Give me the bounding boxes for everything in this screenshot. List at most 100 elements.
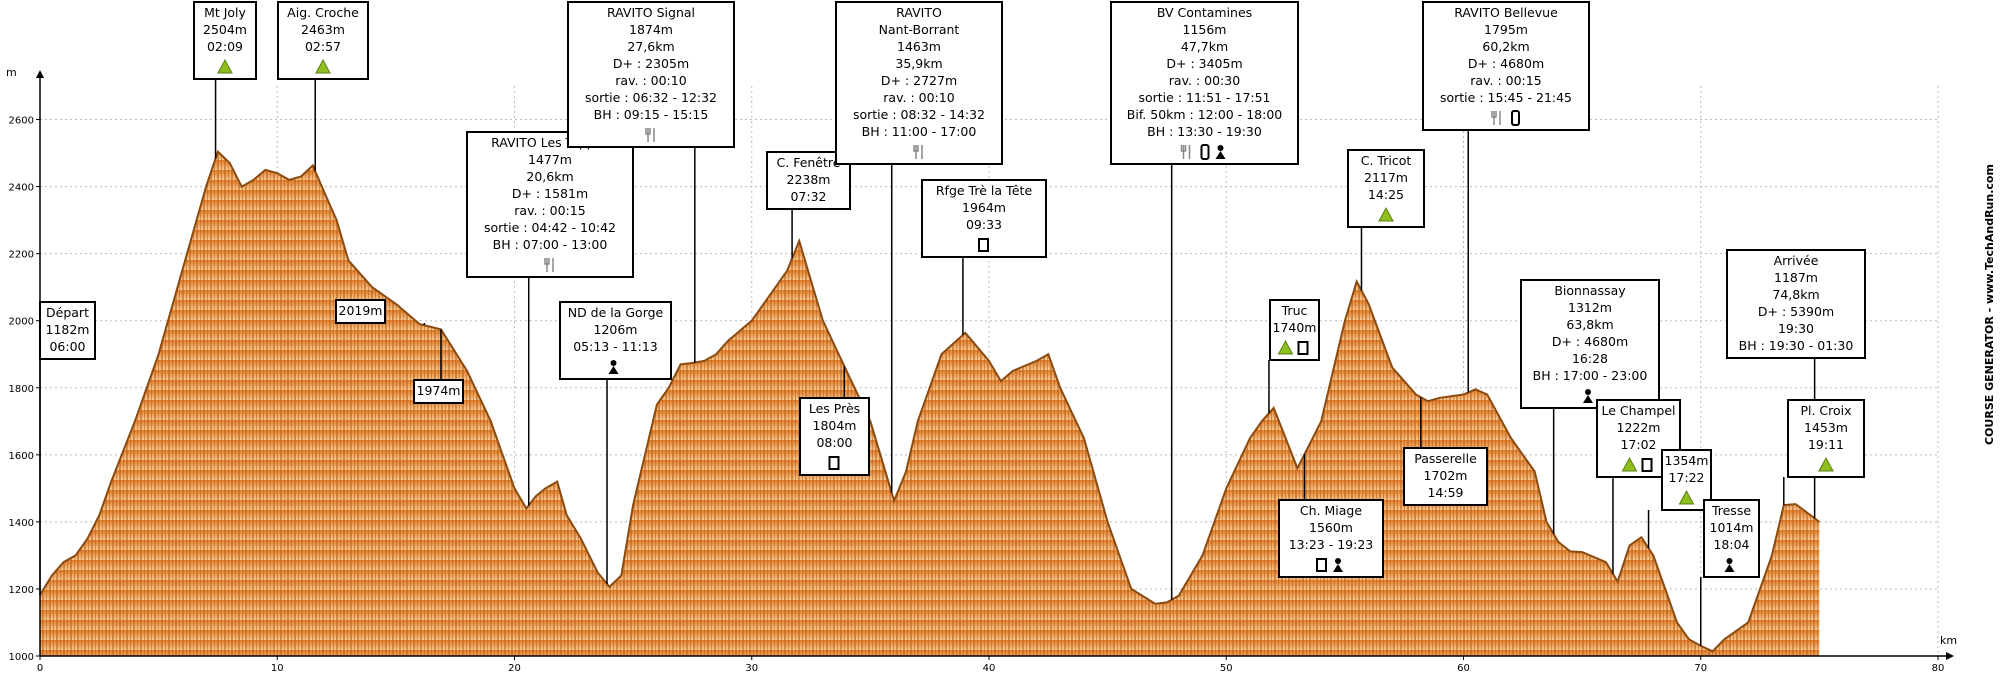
- waypoint-label-line: D+ : 5390m: [1758, 304, 1834, 319]
- waypoint-label-line: 1874m: [629, 22, 673, 37]
- waypoint-label-box: [567, 1, 735, 148]
- waypoint-label-box: [559, 301, 672, 380]
- y-tick-label: 1800: [9, 384, 34, 395]
- x-tick-label: 10: [271, 663, 284, 674]
- waypoint-label-line: D+ : 3405m: [1166, 56, 1242, 71]
- waypoint-label-line: 16:28: [1572, 351, 1608, 366]
- waypoint-label-line: Tresse: [1711, 503, 1751, 518]
- waypoint-label-line: 13:23 - 19:23: [1289, 537, 1374, 552]
- course-generator-credit: COURSE GENERATOR - www.TechAndRun.com: [1983, 164, 1996, 445]
- assistance-icon: [1215, 151, 1226, 159]
- waypoint-label: Passerelle 1702m 14:59: [1403, 447, 1488, 506]
- summit-icon: [1818, 456, 1834, 472]
- waypoint-label-line: sortie : 06:32 - 12:32: [585, 90, 717, 105]
- elevation-line: [39, 149, 1821, 653]
- waypoint-label: Ch. Miage 1560m 13:23 - 19:23: [1278, 499, 1384, 578]
- waypoint-label-line: BH : 19:30 - 01:30: [1739, 338, 1854, 353]
- waypoint-label: C. Fenêtre 2238m 07:32: [766, 151, 851, 210]
- waypoint-label-line: 09:33: [966, 217, 1002, 232]
- waypoint-label: Bionnassay 1312m 63,8km D+ : 4680m 16:28 BH :…: [1520, 279, 1660, 409]
- waypoint-label: C. Tricot 2117m 14:25: [1347, 149, 1425, 228]
- waypoint-label-box: [1661, 449, 1712, 511]
- y-tick-label: 2600: [9, 116, 34, 127]
- waypoint-label: Mt Joly 2504m 02:09: [193, 1, 257, 80]
- axes: m km 1000 1200 1400 1600 1800 2000 2200 2400 2600 0…: [6, 66, 1957, 674]
- waypoint-label-line: Départ: [46, 305, 89, 320]
- waypoint-label-line: 19:11: [1808, 437, 1844, 452]
- waypoint-label-line: D+ : 2727m: [881, 73, 957, 88]
- waypoint-label-line: 18:04: [1713, 537, 1749, 552]
- waypoint-label-line: 1804m: [813, 418, 857, 433]
- waypoint-label-line: 1463m: [897, 39, 941, 54]
- waypoint-label-line: D+ : 1581m: [512, 186, 588, 201]
- waypoint-label-line: 05:13 - 11:13: [573, 339, 658, 354]
- waypoint-label-line: 1964m: [962, 200, 1006, 215]
- y-tick-label: 2000: [9, 317, 34, 328]
- waypoint-label-line: Le Champel: [1602, 403, 1676, 418]
- waypoint-label-box: [335, 299, 386, 324]
- waypoint-label-line: 47,7km: [1181, 39, 1228, 54]
- assistance-icon: [1724, 564, 1735, 572]
- waypoint-label-line: sortie : 11:51 - 17:51: [1138, 90, 1270, 105]
- y-tick-label: 1600: [9, 451, 34, 462]
- summit-icon: [1621, 456, 1638, 472]
- assistance-icon: [1726, 558, 1733, 564]
- waypoint-label-line: 1206m: [594, 322, 638, 337]
- waypoint-label-line: 1182m: [46, 322, 90, 337]
- waypoint-label-line: 2504m: [203, 22, 247, 37]
- waypoint-label-line: 17:22: [1668, 470, 1704, 485]
- waypoint-label-box: [466, 131, 634, 278]
- waypoint-label-line: 07:32: [790, 189, 826, 204]
- waypoint-label-line: Truc: [1281, 303, 1308, 318]
- waypoint-label-line: RAVITO Bellevue: [1454, 5, 1558, 20]
- waypoint-label: Les Près 1804m 08:00: [799, 397, 870, 476]
- waypoint-label: Truc 1740m: [1269, 299, 1320, 361]
- y-tick-label: 2200: [9, 250, 34, 261]
- waypoint-label-line: C. Tricot: [1361, 153, 1412, 168]
- waypoint-label-box: [1110, 1, 1299, 165]
- waypoint-label-line: 2019m: [339, 303, 383, 318]
- y-tick-label: 1000: [9, 652, 34, 663]
- x-axis-arrow: [1946, 652, 1954, 660]
- waypoint-label-line: RAVITO Signal: [607, 5, 695, 20]
- summit-icon: [1678, 489, 1695, 505]
- waypoint-label: Rfge Trè la Tête 1964m 09:33: [921, 179, 1047, 258]
- x-tick-label: 60: [1457, 663, 1470, 674]
- cutlery-icon: [645, 128, 655, 142]
- waypoint-label-line: Bionnassay: [1554, 283, 1626, 298]
- waypoint-label: BV Contamines 1156m 47,7km D+ : 3405m rav. :…: [1110, 1, 1299, 165]
- waypoint-label: RAVITO Bellevue 1795m 60,2km D+ : 4680m rav.…: [1422, 1, 1590, 131]
- bottle-icon: [1200, 144, 1210, 160]
- waypoint-label-box: [1520, 279, 1660, 409]
- waypoint-label-box: [1726, 249, 1866, 359]
- waypoint-label-box: [413, 379, 464, 404]
- waypoint-label: RAVITO Signal 1874m 27,6km D+ : 2305m rav. :…: [567, 1, 735, 148]
- waypoint-label-line: rav. : 00:15: [514, 203, 585, 218]
- waypoint-label-line: 20,6km: [526, 169, 573, 184]
- cutlery-icon: [1491, 111, 1501, 125]
- waypoint-label-line: Bif. 50km : 12:00 - 18:00: [1127, 107, 1283, 122]
- waypoint-label-line: 27,6km: [627, 39, 674, 54]
- waypoint-label-line: rav. : 00:30: [1169, 73, 1240, 88]
- bottle-icon: [1511, 110, 1520, 126]
- waypoint-label-box: [1422, 1, 1590, 131]
- waypoint-label-box: [1269, 299, 1320, 361]
- waypoint-label: Tresse 1014m 18:04: [1703, 499, 1760, 578]
- x-tick-label: 20: [508, 663, 521, 674]
- waypoint-label-line: 1156m: [1183, 22, 1227, 37]
- waypoint-label: Aig. Croche 2463m 02:57: [277, 1, 369, 80]
- x-tick-label: 40: [983, 663, 996, 674]
- waypoint-label-line: Aig. Croche: [287, 5, 359, 20]
- waypoint-label-line: 1702m: [1424, 468, 1468, 483]
- waypoint-label-line: 19:30: [1778, 321, 1814, 336]
- waypoint-label-line: Nant-Borrant: [879, 22, 960, 37]
- waypoint-label-line: 1795m: [1484, 22, 1528, 37]
- y-tick-label: 1400: [9, 518, 34, 529]
- waypoint-label-line: 1560m: [1309, 520, 1353, 535]
- waypoint-label: ND de la Gorge 1206m 05:13 - 11:13: [559, 301, 672, 380]
- waypoint-label-line: rav. : 00:15: [1470, 73, 1541, 88]
- x-tick-label: 70: [1694, 663, 1707, 674]
- summit-icon: [1277, 339, 1294, 355]
- waypoint-label-box: [39, 301, 96, 360]
- waypoint-label-line: Ch. Miage: [1300, 503, 1362, 518]
